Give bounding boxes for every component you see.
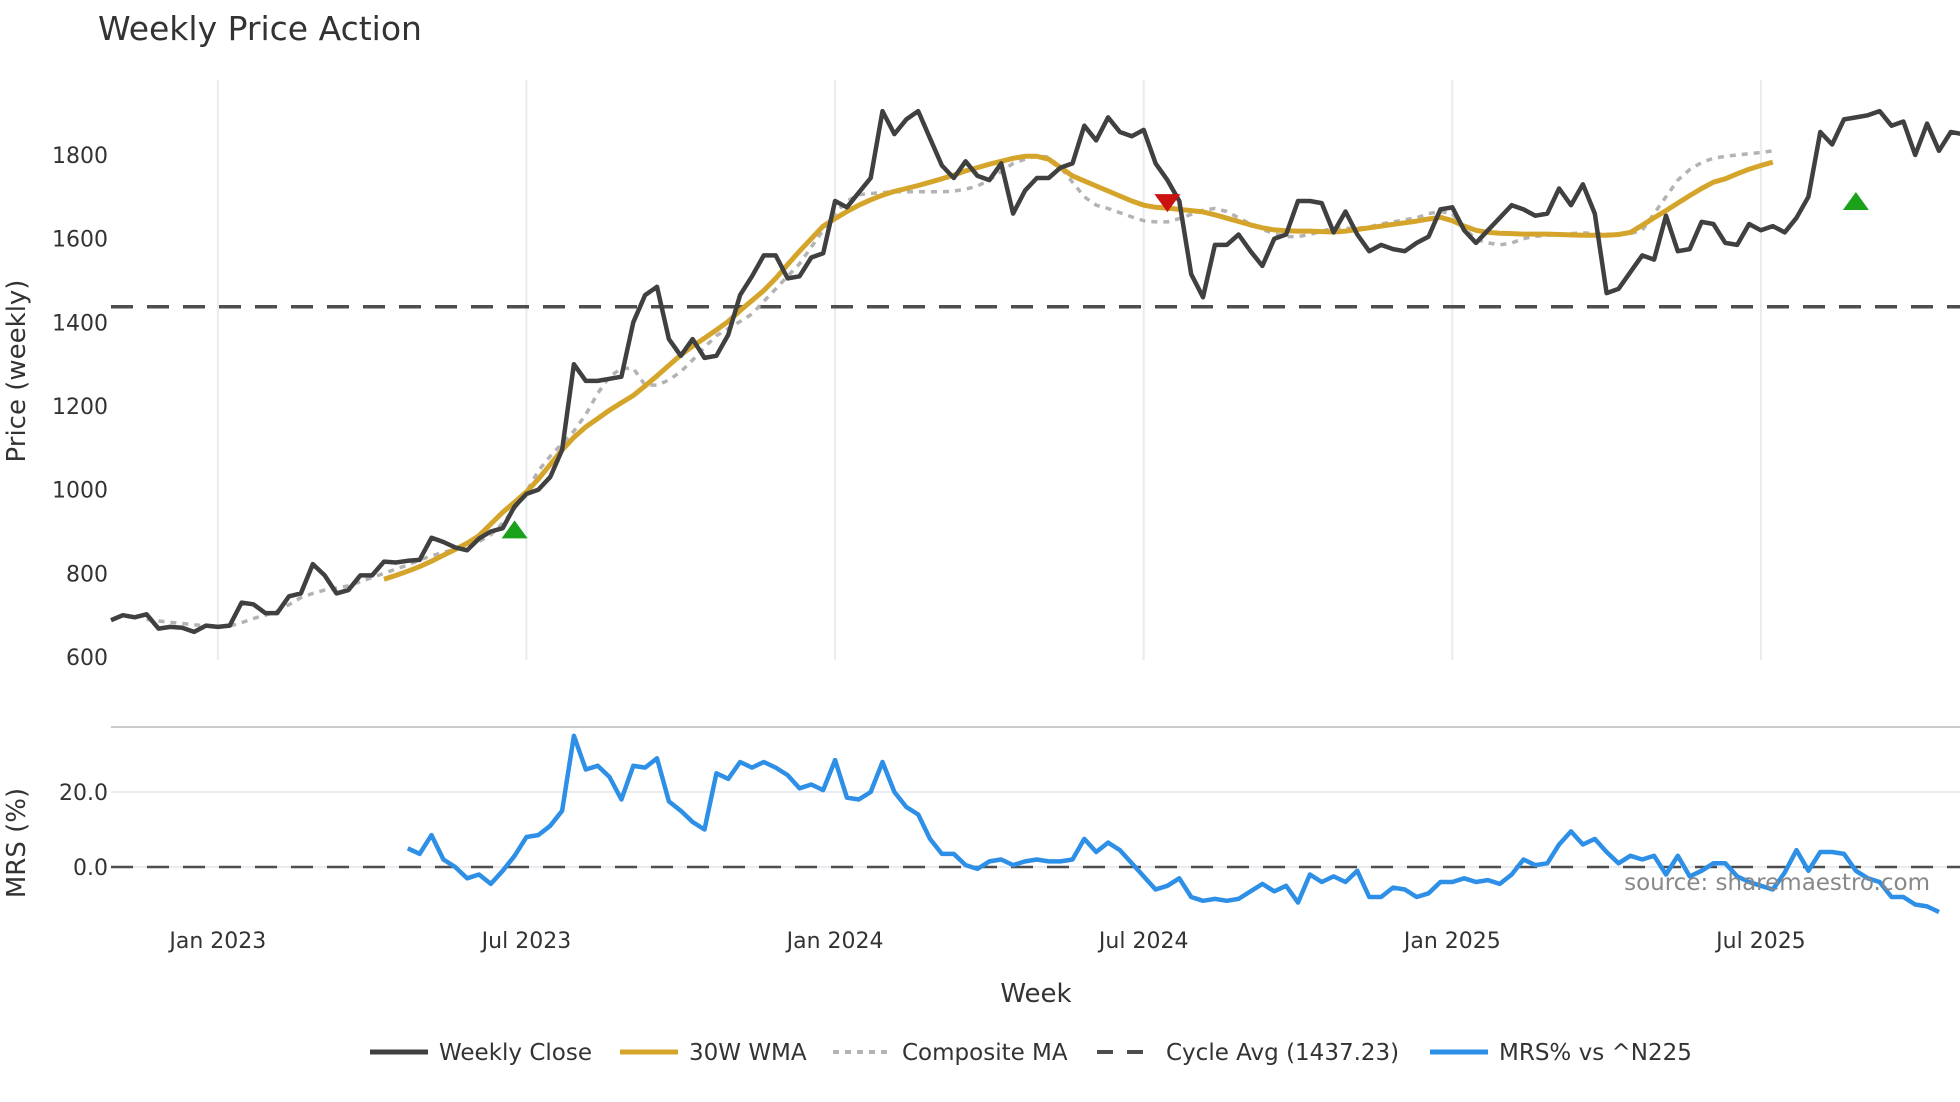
y-tick-label: 1000 xyxy=(52,479,108,504)
mrs-line xyxy=(406,733,1940,915)
legend-item-mrs: MRS% vs ^N225 xyxy=(1430,1040,1692,1066)
x-axis-label: Week xyxy=(1000,979,1071,1009)
legend-label: 30W WMA xyxy=(689,1040,807,1066)
x-tick-label: Jul 2025 xyxy=(1714,929,1806,954)
legend-label: Weekly Close xyxy=(439,1040,592,1066)
signal-markers xyxy=(501,192,1869,539)
price-y-axis-label: Price (weekly) xyxy=(2,280,32,463)
mrs-y-axis-label: MRS (%) xyxy=(2,788,32,898)
y-tick-label: 1400 xyxy=(52,311,108,336)
x-tick-label: Jul 2024 xyxy=(1097,929,1189,954)
buy-signal-icon xyxy=(501,520,528,539)
vertical-gridlines xyxy=(216,80,1762,660)
source-watermark: source: sharemaestro.com xyxy=(1624,870,1930,896)
y-tick-label: 600 xyxy=(66,646,108,671)
y-tick-label: 1200 xyxy=(52,395,108,420)
y-tick-label: 800 xyxy=(66,562,108,587)
price-y-ticks: 600 800 1000 1200 1400 1600 1800 xyxy=(52,144,108,671)
y-tick-label: 0.0 xyxy=(73,856,108,881)
y-tick-label: 20.0 xyxy=(59,781,108,806)
legend-item-wma: 30W WMA xyxy=(620,1040,807,1066)
y-tick-label: 1800 xyxy=(52,144,108,169)
composite-ma-line xyxy=(146,149,1774,629)
buy-signal-icon xyxy=(1842,192,1869,211)
x-axis-ticks: Jan 2023 Jul 2023 Jan 2024 Jul 2024 Jan 2025… xyxy=(167,929,1805,954)
mrs-y-ticks: 0.0 20.0 xyxy=(59,781,108,881)
mrs-gridlines xyxy=(111,791,1960,868)
legend-label: Cycle Avg (1437.23) xyxy=(1166,1040,1399,1066)
x-tick-label: Jan 2023 xyxy=(167,929,266,954)
legend-item-close: Weekly Close xyxy=(370,1040,592,1066)
price-panel: 600 800 1000 1200 1400 1600 1800 Price (weekly… xyxy=(2,80,1960,671)
legend-item-cycle: Cycle Avg (1437.23) xyxy=(1097,1040,1399,1066)
wma-30w-line xyxy=(383,153,1774,582)
chart-title: Weekly Price Action xyxy=(98,9,422,48)
x-tick-label: Jan 2024 xyxy=(785,929,884,954)
y-tick-label: 1600 xyxy=(52,228,108,253)
mrs-panel: 0.0 20.0 MRS (%) source: sharemaestro.com xyxy=(2,726,1960,915)
sell-signal-icon xyxy=(1154,194,1181,213)
x-tick-label: Jan 2025 xyxy=(1402,929,1501,954)
weekly-close-line xyxy=(110,108,1960,635)
legend-label: Composite MA xyxy=(902,1040,1068,1066)
legend-label: MRS% vs ^N225 xyxy=(1499,1040,1692,1066)
legend-item-composite: Composite MA xyxy=(833,1040,1068,1066)
legend: Weekly Close 30W WMA Composite MA Cycle Avg… xyxy=(370,1040,1692,1066)
x-tick-label: Jul 2023 xyxy=(480,929,572,954)
